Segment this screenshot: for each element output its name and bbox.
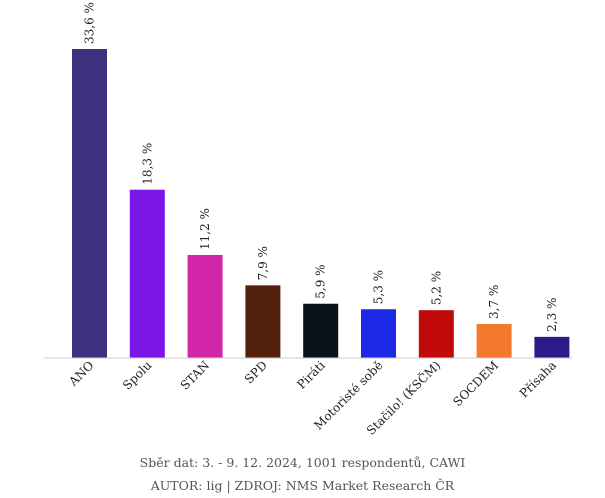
category-label-2: STAN (178, 358, 212, 392)
bar-5 (361, 309, 396, 358)
category-label-7: SOCDEM (450, 358, 501, 409)
value-label-1: 18,3 % (140, 143, 154, 185)
value-label-0: 33,6 % (83, 2, 97, 44)
value-label-5: 5,3 % (372, 270, 386, 304)
value-label-3: 7,9 % (256, 246, 270, 280)
bar-3 (245, 285, 281, 358)
bar-chart: 33,6 % 18,3 % 11,2 % 7,9 % 5,9 % 5,3 % 5,2 % 3,… (44, 2, 572, 438)
category-label-0: ANO (65, 358, 96, 389)
category-label-3: SPD (242, 358, 270, 386)
bar-4 (303, 303, 339, 358)
bars-group (72, 49, 570, 358)
category-label-4: Piráti (294, 358, 328, 392)
value-label-4: 5,9 % (314, 264, 328, 298)
bar-8 (534, 336, 570, 358)
category-label-1: Spolu (120, 358, 155, 393)
value-label-2: 11,2 % (198, 208, 212, 250)
category-label-8: Přísaha (517, 358, 559, 400)
value-label-8: 2,3 % (545, 298, 559, 332)
value-labels-group: 33,6 % 18,3 % 11,2 % 7,9 % 5,9 % 5,3 % 5,2 % 3,… (83, 2, 559, 332)
data-collection-note: Sběr dat: 3. - 9. 12. 2024, 1001 respond… (139, 455, 466, 470)
bar-0 (72, 49, 107, 358)
bar-6 (418, 310, 454, 358)
bar-7 (476, 323, 512, 358)
bar-2 (187, 255, 223, 358)
author-source-note: AUTOR: lig | ZDROJ: NMS Market Research … (150, 478, 455, 493)
value-label-7: 3,7 % (487, 285, 501, 319)
bar-1 (129, 189, 165, 358)
value-label-6: 5,2 % (429, 271, 443, 305)
